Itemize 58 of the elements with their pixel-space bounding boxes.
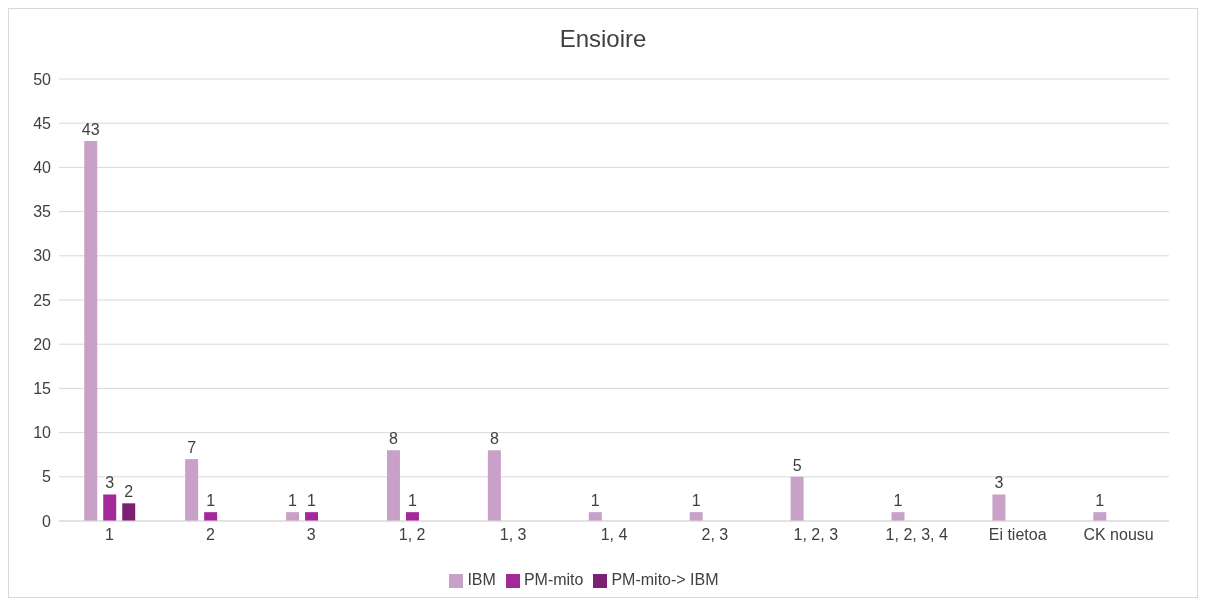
y-tick-label: 20 [33, 335, 52, 353]
data-label: 1 [590, 492, 600, 510]
data-label: 43 [81, 120, 100, 138]
bar [286, 512, 300, 521]
y-tick-label: 35 [33, 203, 52, 221]
data-label: 8 [489, 430, 499, 448]
bar [84, 140, 98, 521]
x-tick-label: 1, 2, 3, 4 [885, 526, 948, 544]
y-tick-label: 40 [33, 159, 52, 177]
x-tick-label: 1, 2, 3 [793, 526, 839, 544]
y-tick-label: 25 [33, 291, 52, 309]
bar [204, 512, 218, 521]
data-label: 1 [691, 492, 701, 510]
bar [588, 512, 602, 521]
bar [386, 450, 400, 521]
data-label: 3 [105, 474, 115, 492]
bar [122, 503, 136, 521]
bar [487, 450, 501, 521]
bar [689, 512, 703, 521]
bar [790, 476, 804, 521]
y-tick-label: 50 [33, 70, 52, 88]
data-label: 1 [893, 492, 903, 510]
chart-title: Ensioire [558, 24, 648, 54]
bar [305, 512, 319, 521]
y-tick-label: 0 [42, 512, 52, 530]
legend-label: IBM [467, 571, 496, 588]
bar [1093, 512, 1107, 521]
data-label: 1 [288, 492, 298, 510]
data-label: 1 [307, 492, 317, 510]
bar [992, 494, 1006, 521]
bar [103, 494, 117, 521]
legend-label: PM-mito-> IBM [611, 571, 719, 588]
y-tick-label: 15 [33, 380, 52, 398]
x-tick-label: 1, 4 [600, 526, 628, 544]
data-label: 3 [994, 474, 1004, 492]
y-tick-label: 5 [42, 468, 52, 486]
data-label: 1 [1095, 492, 1105, 510]
data-label: 5 [792, 456, 802, 474]
bar [891, 512, 905, 521]
y-tick-label: 30 [33, 247, 52, 265]
data-label: 8 [389, 430, 398, 448]
x-tick-label: CK nousu [1083, 526, 1154, 544]
x-tick-label: 2 [205, 526, 215, 544]
data-label: 1 [408, 492, 417, 510]
x-tick-label: 1 [105, 526, 114, 544]
x-tick-label: 1, 2 [398, 526, 426, 544]
x-tick-label: 3 [306, 526, 316, 544]
y-tick-label: 10 [33, 424, 52, 442]
legend-label: PM-mito [523, 571, 584, 588]
y-tick-label: 45 [33, 114, 52, 132]
data-label: 1 [206, 492, 216, 510]
bar [405, 512, 419, 521]
x-tick-label: 1, 3 [499, 526, 527, 544]
data-label: 2 [124, 483, 134, 501]
data-label: 7 [187, 439, 197, 457]
bar [185, 459, 199, 521]
x-tick-label: 2, 3 [701, 526, 729, 544]
x-tick-label: Ei tietoa [988, 526, 1047, 544]
